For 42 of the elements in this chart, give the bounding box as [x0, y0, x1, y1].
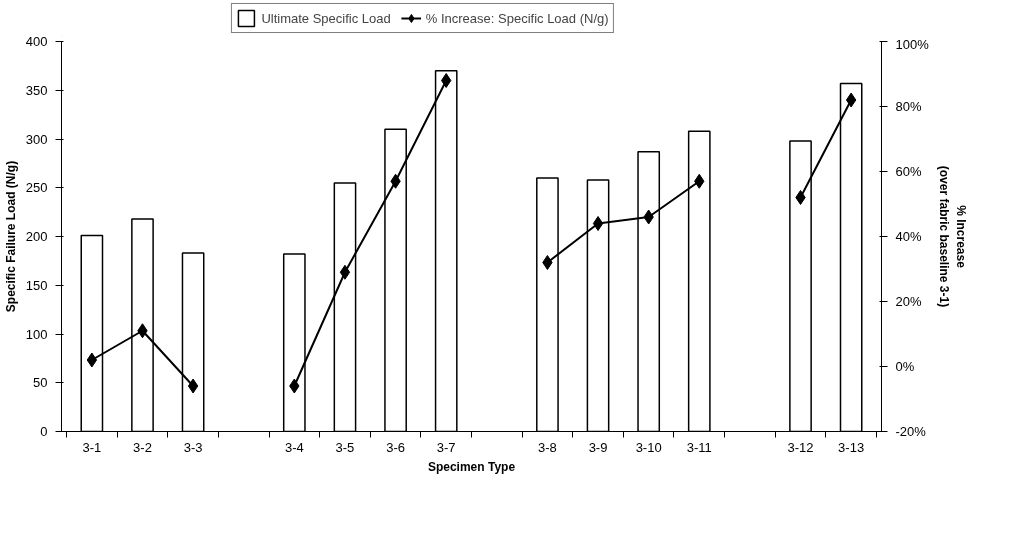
y2-tick-label: 80%: [895, 99, 922, 114]
x-tick-label: 3-12: [787, 439, 814, 455]
y2-tick-label: 100%: [895, 36, 930, 52]
x-axis-title: Specimen Type: [427, 459, 516, 474]
point: [441, 73, 452, 88]
y-tick-label: 400: [25, 34, 48, 49]
x-tick-label: 3-7: [436, 439, 456, 455]
point: [845, 92, 857, 108]
point: [795, 190, 806, 205]
x-tick-label: 3-13: [838, 439, 865, 455]
x-tick-label: 3-5: [335, 439, 355, 455]
y-axis-title: Specific Failure Load (N/g): [3, 160, 18, 313]
legend-label: Ultimate Specific Load: [261, 10, 391, 26]
y-tick-label: 350: [25, 82, 48, 98]
point: [187, 378, 199, 394]
y-tick-label: 200: [25, 229, 48, 244]
legend-label: % Increase: Specific Load (N/g): [425, 10, 609, 26]
y2-tick-label: 0%: [895, 359, 915, 374]
point: [339, 264, 351, 280]
y-tick-label: 100: [25, 326, 48, 342]
x-tick-label: 3-9: [588, 439, 608, 455]
x-tick-label: 3-3: [183, 439, 203, 455]
y-tick-label: 150: [25, 277, 48, 293]
y2-tick-label: -20%: [895, 424, 927, 439]
y2-tick-label: 60%: [895, 164, 922, 179]
x-tick-label: 3-1: [82, 439, 102, 455]
x-tick-label: 3-11: [686, 439, 712, 455]
x-tick-label: 3-10: [635, 439, 662, 455]
x-tick-label: 3-6: [386, 439, 405, 455]
point: [542, 255, 553, 270]
y2-axis-title: % Increase (over fabric baseline 3-1): [936, 165, 968, 308]
y-tick-label: 300: [25, 131, 48, 147]
point: [592, 216, 604, 231]
x-tick-label: 3-2: [133, 439, 152, 455]
y2-tick-label: 20%: [895, 294, 922, 309]
y2-tick-label: 40%: [895, 229, 922, 244]
point: [86, 352, 98, 368]
y-tick-label: 0: [40, 424, 48, 439]
y-tick-label: 250: [25, 180, 48, 196]
x-tick-label: 3-4: [284, 439, 304, 455]
x-tick-label: 3-8: [538, 439, 557, 455]
y-tick-label: 50: [33, 375, 48, 391]
